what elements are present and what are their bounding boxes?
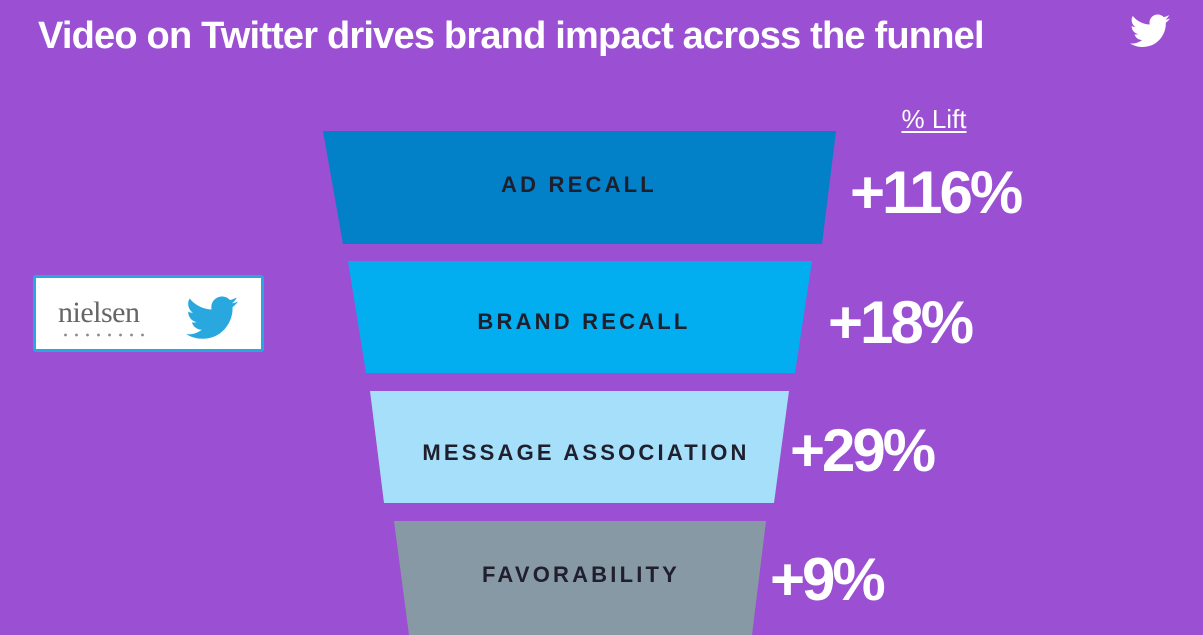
band-label-ad-recall: AD RECALL [501,172,657,197]
value-label-message-association: +29% [790,417,935,484]
partner-logo-box: nielsen [33,275,264,352]
value-label-favorability: +9% [770,546,884,613]
nielsen-logo-dots [60,333,150,337]
value-label-brand-recall: +18% [828,289,973,356]
value-label-ad-recall: +116% [850,159,1022,226]
nielsen-logo: nielsen [58,296,140,329]
lift-column-header: % Lift [901,104,967,134]
chart-title: Video on Twitter drives brand impact acr… [38,15,985,57]
funnel-band-favorability [394,521,766,635]
twitter-bird-icon [186,296,238,339]
funnel-band-message-association [370,391,789,503]
funnel-band-brand-recall [348,261,812,373]
twitter-bird-icon [1130,14,1170,47]
funnel-band-ad-recall [323,131,836,244]
band-label-message-association: MESSAGE ASSOCIATION [422,440,749,465]
band-label-brand-recall: BRAND RECALL [477,309,690,334]
band-label-favorability: FAVORABILITY [482,562,680,587]
